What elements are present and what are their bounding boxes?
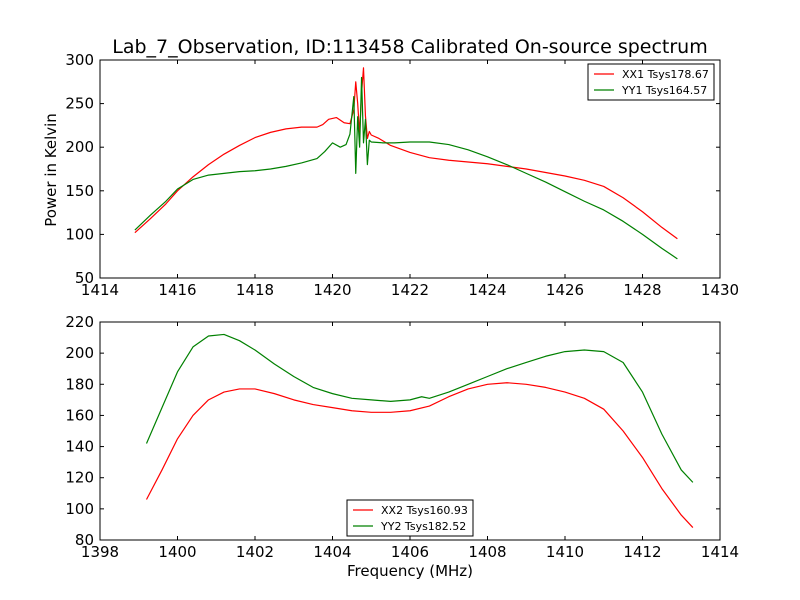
x-tick-label: 1426 — [546, 281, 584, 299]
legend-entry: YY1 Tsys164.57 — [621, 84, 707, 97]
x-tick-label: 1420 — [313, 281, 351, 299]
x-tick-label: 1422 — [391, 281, 429, 299]
y-axis-label-top: Power in Kelvin — [42, 113, 60, 227]
chart-title: Lab_7_Observation, ID:113458 Calibrated … — [112, 36, 707, 58]
legend-1: XX1 Tsys178.67 YY1 Tsys164.57 — [587, 63, 715, 101]
y-tick-label: 200 — [65, 138, 94, 156]
y-tick-label: 100 — [65, 500, 94, 518]
y-tick-label: 250 — [65, 95, 94, 113]
x-tick-label: 1418 — [236, 281, 274, 299]
y-tick-label: 150 — [65, 182, 94, 200]
y-tick-label: 160 — [65, 406, 94, 424]
x-tick-label: 1428 — [623, 281, 661, 299]
y-tick-label: 120 — [65, 469, 94, 487]
x-tick-label: 1398 — [81, 543, 119, 561]
y-tick-label: 100 — [65, 225, 94, 243]
x-tick-label: 1402 — [236, 543, 274, 561]
panel-1: 1414 1416 1418 1420 1422 1424 1426 1428 1430 50 10… — [65, 51, 739, 299]
x-tick-label: 1404 — [313, 543, 351, 561]
series-line-2-1 — [145, 382, 694, 528]
x-tick-label: 1414 — [701, 543, 739, 561]
x-tick-label: 1424 — [468, 281, 506, 299]
y-tick-label: 140 — [65, 438, 94, 456]
x-axis-label-bottom: Frequency (MHz) — [347, 562, 473, 580]
series-line-1-2 — [134, 76, 678, 260]
x-tick-label: 1416 — [158, 281, 196, 299]
x-tick-label: 1410 — [546, 543, 584, 561]
panel-2: 1398 1400 1402 1404 1406 1408 1410 1412 1414 80 10… — [65, 313, 739, 561]
legend-2: XX2 Tsys160.93 YY2 Tsys182.52 — [346, 499, 474, 537]
legend-entry: XX1 Tsys178.67 — [622, 68, 709, 81]
y-tick-label: 180 — [65, 375, 94, 393]
x-tick-label: 1414 — [81, 281, 119, 299]
legend-box — [346, 499, 474, 537]
y-tick-label: 300 — [65, 51, 94, 69]
x-tick-label: 1408 — [468, 543, 506, 561]
series-line-2-2 — [145, 333, 694, 483]
legend-box — [587, 63, 715, 101]
legend-entry: YY2 Tsys182.52 — [380, 520, 466, 533]
y-tick-label: 50 — [75, 269, 94, 287]
x-tick-label: 1400 — [158, 543, 196, 561]
y-tick-label: 200 — [65, 344, 94, 362]
x-tick-label: 1406 — [391, 543, 429, 561]
legend-entry: XX2 Tsys160.93 — [381, 504, 468, 517]
y-tick-label: 220 — [65, 313, 94, 331]
y-tick-label: 80 — [75, 531, 94, 549]
x-tick-label: 1412 — [623, 543, 661, 561]
x-tick-label: 1430 — [701, 281, 739, 299]
